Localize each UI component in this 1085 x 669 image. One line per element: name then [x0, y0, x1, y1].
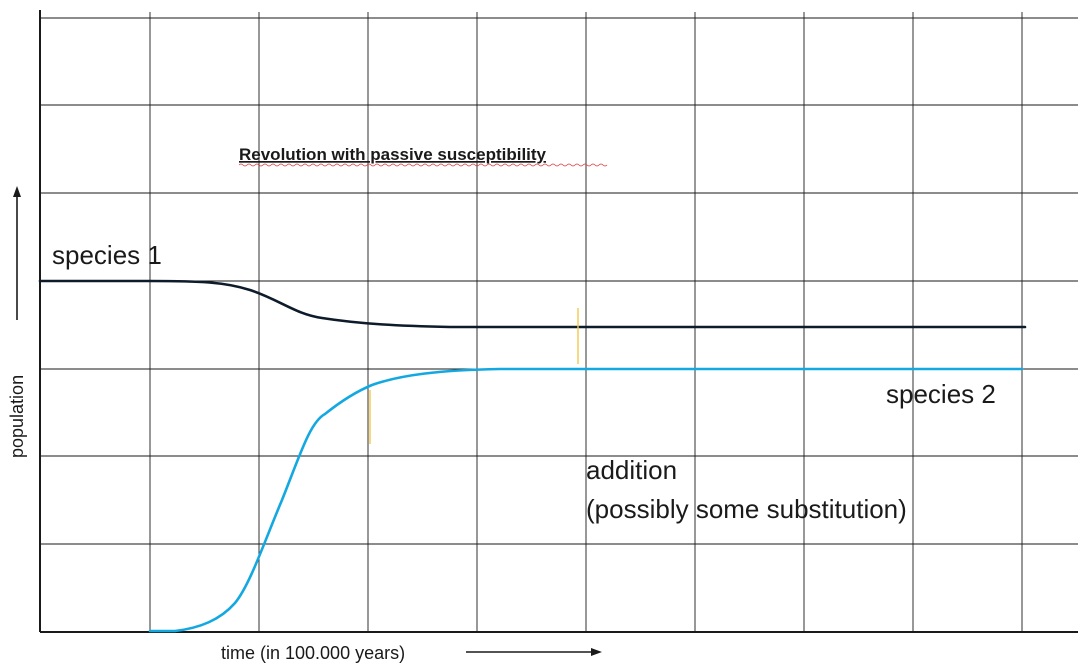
x-axis-label: time (in 100.000 years) — [221, 643, 405, 663]
diagram-title: Revolution with passive susceptibility — [239, 145, 547, 164]
spellcheck-underline — [238, 163, 608, 167]
y-axis-label: population — [7, 375, 27, 458]
x-axis-arrow-head-icon — [591, 648, 602, 656]
species-2-label: species 2 — [886, 379, 996, 409]
annotation-line-2: (possibly some substitution) — [586, 494, 907, 524]
species-1-curve — [38, 279, 1027, 329]
species-2-curve — [148, 367, 1024, 633]
annotation-line-1: addition — [586, 455, 677, 485]
y-axis-arrow-head-icon — [13, 186, 21, 197]
species-1-label: species 1 — [52, 240, 162, 270]
grid — [40, 12, 1078, 632]
